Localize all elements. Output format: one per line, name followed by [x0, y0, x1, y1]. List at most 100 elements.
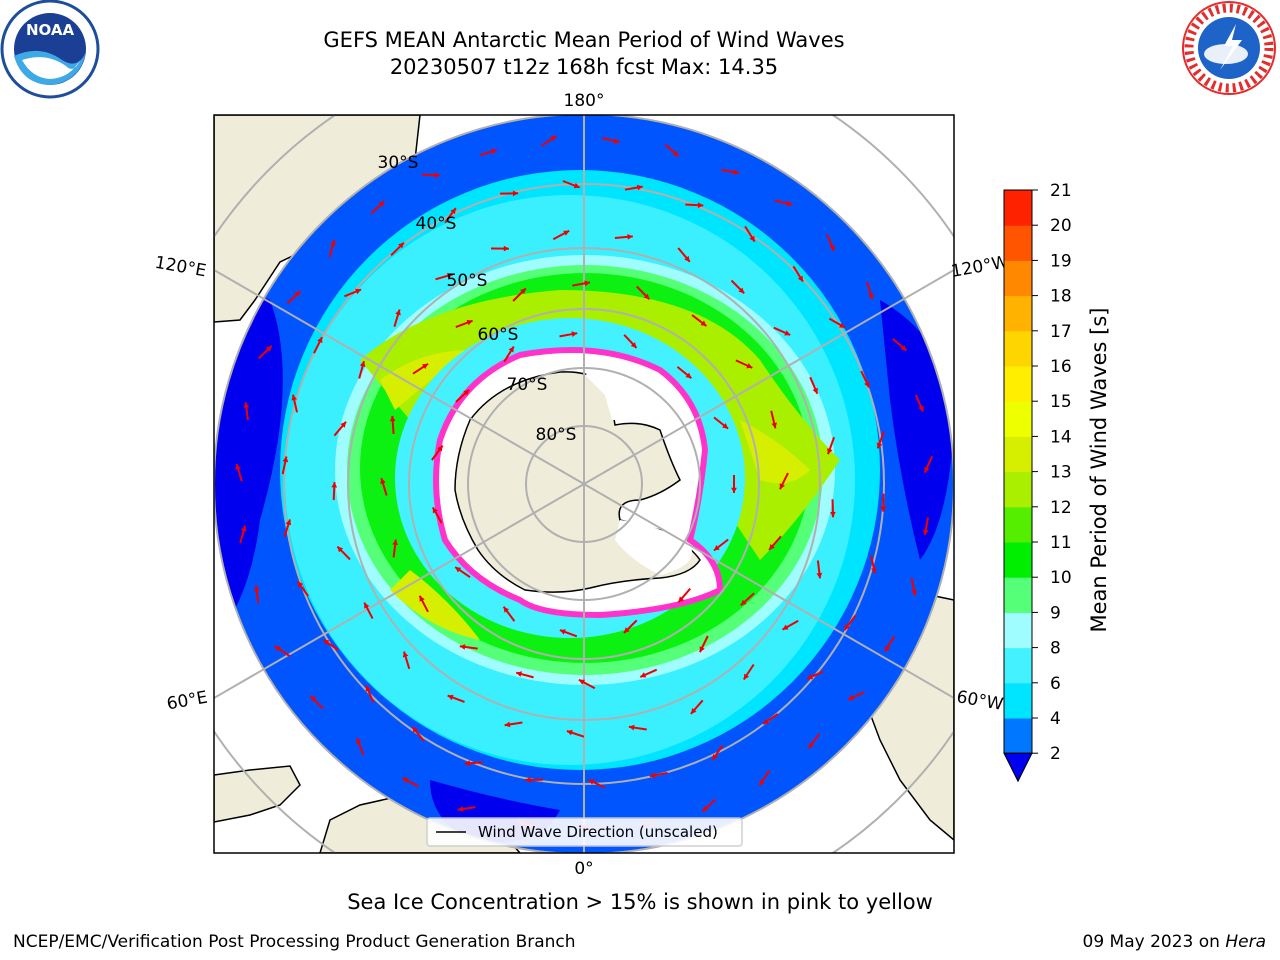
- wave-direction-arrowhead: [457, 806, 464, 812]
- wave-direction-arrowhead: [900, 345, 907, 351]
- africa-landmass: [214, 765, 301, 823]
- wave-direction-arrowhead: [640, 672, 647, 678]
- wave-direction-arrowhead: [627, 234, 633, 240]
- colorbar-tick-label: 19: [1050, 251, 1072, 271]
- wave-direction-arrowhead: [235, 464, 241, 470]
- wave-direction-arrowhead: [503, 245, 509, 252]
- wave-direction-arrowhead: [380, 478, 386, 485]
- noaa-logo: NOAA: [0, 0, 100, 99]
- wave-direction-arrowhead: [364, 602, 370, 609]
- wave-direction-arrowhead: [378, 201, 385, 207]
- wave-direction-arrowhead: [924, 466, 930, 473]
- wave-direction-arrowhead: [844, 624, 850, 630]
- wave-direction-arrowhead: [685, 372, 692, 379]
- wave-direction-arrowhead: [355, 288, 362, 295]
- colorbar-swatch: [1004, 647, 1032, 684]
- wave-direction-arrowhead: [699, 646, 705, 653]
- wave-direction-arrowhead: [402, 777, 409, 783]
- colorbar-swatch: [1004, 330, 1032, 367]
- colorbar-tick-label: 11: [1050, 533, 1072, 553]
- colorbar-swatch: [1004, 506, 1032, 543]
- wave-direction-arrowhead: [880, 506, 887, 512]
- wave-direction-arrowhead: [550, 135, 557, 142]
- wave-direction-arrowhead: [649, 772, 656, 779]
- wave-direction-arrowhead: [690, 708, 697, 714]
- wave-direction-arrowhead: [243, 402, 250, 408]
- colorbar-swatch: [1004, 471, 1032, 508]
- wave-direction-arrowhead: [398, 242, 404, 249]
- wave-direction-arrowhead: [812, 387, 818, 394]
- wave-direction-arrowhead: [782, 624, 789, 630]
- wave-direction-arrowhead: [323, 639, 330, 646]
- wave-direction-arrowhead: [340, 421, 346, 428]
- wave-direction-arrowhead: [797, 275, 803, 282]
- colorbar-tick-label: 2: [1050, 744, 1061, 764]
- colorbar-tick-label: 16: [1050, 357, 1072, 377]
- colorbar-swatch: [1004, 225, 1032, 261]
- wave-direction-arrowhead: [317, 337, 323, 344]
- wave-direction-arrowhead: [566, 729, 573, 736]
- colorbar-tick-label: 9: [1050, 603, 1061, 623]
- chart-subtitle: 20230507 t12z 168h fcst Max: 14.35: [389, 55, 779, 79]
- wave-direction-arrowhead: [713, 545, 720, 551]
- wave-direction-arrowhead: [459, 644, 466, 650]
- credit-branch: NCEP/EMC/Verification Post Processing Pr…: [13, 932, 576, 952]
- wave-direction-arrowhead: [712, 754, 718, 760]
- lon-label-0: 0°: [574, 859, 593, 879]
- colorbar-swatch: [1004, 366, 1032, 402]
- wave-direction-arrowhead: [447, 694, 454, 701]
- wave-direction-arrowhead: [808, 742, 815, 749]
- colorbar-swatch: [1004, 718, 1032, 754]
- wave-direction-arrowhead: [827, 448, 833, 455]
- wave-direction-arrowhead: [389, 415, 396, 422]
- wave-direction-arrowhead: [848, 694, 854, 701]
- wave-direction-arrowhead: [746, 363, 753, 369]
- wave-direction-arrowhead: [310, 695, 317, 702]
- wave-direction-arrowhead: [584, 280, 590, 287]
- colorbar-tick-label: 8: [1050, 639, 1061, 659]
- lon-label-120w: 120°W: [950, 252, 1011, 282]
- wave-direction-arrowhead: [807, 674, 814, 680]
- wave-direction-arrowhead: [559, 629, 566, 635]
- wave-direction-arrowhead: [643, 293, 650, 300]
- lat-label-40s: 40°S: [416, 214, 457, 234]
- sea-ice-note: Sea Ice Concentration > 15% is shown in …: [347, 890, 933, 914]
- wave-direction-arrowhead: [463, 389, 470, 396]
- wave-direction-arrowhead: [503, 606, 509, 613]
- colorbar-tick-label: 17: [1050, 322, 1072, 342]
- lat-label-50s: 50°S: [447, 271, 488, 291]
- lat-label-30s: 30°S: [378, 153, 419, 173]
- wave-direction-arrowhead: [464, 760, 471, 767]
- wave-direction-arrowhead: [868, 293, 874, 300]
- wave-direction-arrowhead: [623, 627, 630, 633]
- wave-direction-arrowhead: [630, 342, 637, 348]
- wave-direction-arrowhead: [876, 442, 883, 449]
- wave-direction-arrowhead: [573, 182, 580, 189]
- wave-direction-arrowhead: [749, 235, 755, 242]
- wave-direction-arrowhead: [637, 184, 643, 191]
- wave-direction-arrowhead: [769, 544, 775, 550]
- colorbar-swatch: [1004, 682, 1032, 719]
- wave-direction-arrowhead: [830, 511, 836, 518]
- lon-label-120e: 120°E: [153, 253, 207, 282]
- wave-direction-arrowhead: [743, 673, 750, 680]
- wave-direction-arrowhead: [525, 777, 531, 783]
- wave-direction-arrowhead: [786, 200, 793, 207]
- colorbar-tick-label: 15: [1050, 392, 1072, 412]
- graticule: [214, 115, 954, 853]
- wave-direction-arrowhead: [702, 806, 709, 812]
- wave-direction-arrowhead: [282, 456, 289, 463]
- wave-direction-arrowhead: [412, 727, 418, 733]
- wave-direction-arrowhead: [571, 331, 578, 337]
- legend-label: Wind Wave Direction (unscaled): [478, 823, 718, 841]
- colorbar-swatch: [1004, 295, 1032, 332]
- wave-direction-arrowhead: [731, 487, 737, 493]
- lon-label-180: 180°: [564, 91, 605, 111]
- wave-direction-arrowhead: [437, 445, 443, 452]
- colorbar-tick-label: 21: [1050, 181, 1072, 201]
- wave-direction-arrowhead: [588, 779, 595, 785]
- wave-direction-arrowhead: [922, 529, 929, 536]
- credit-date: 09 May 2023 on Hera: [1083, 932, 1267, 952]
- wave-direction-arrowhead: [432, 507, 438, 514]
